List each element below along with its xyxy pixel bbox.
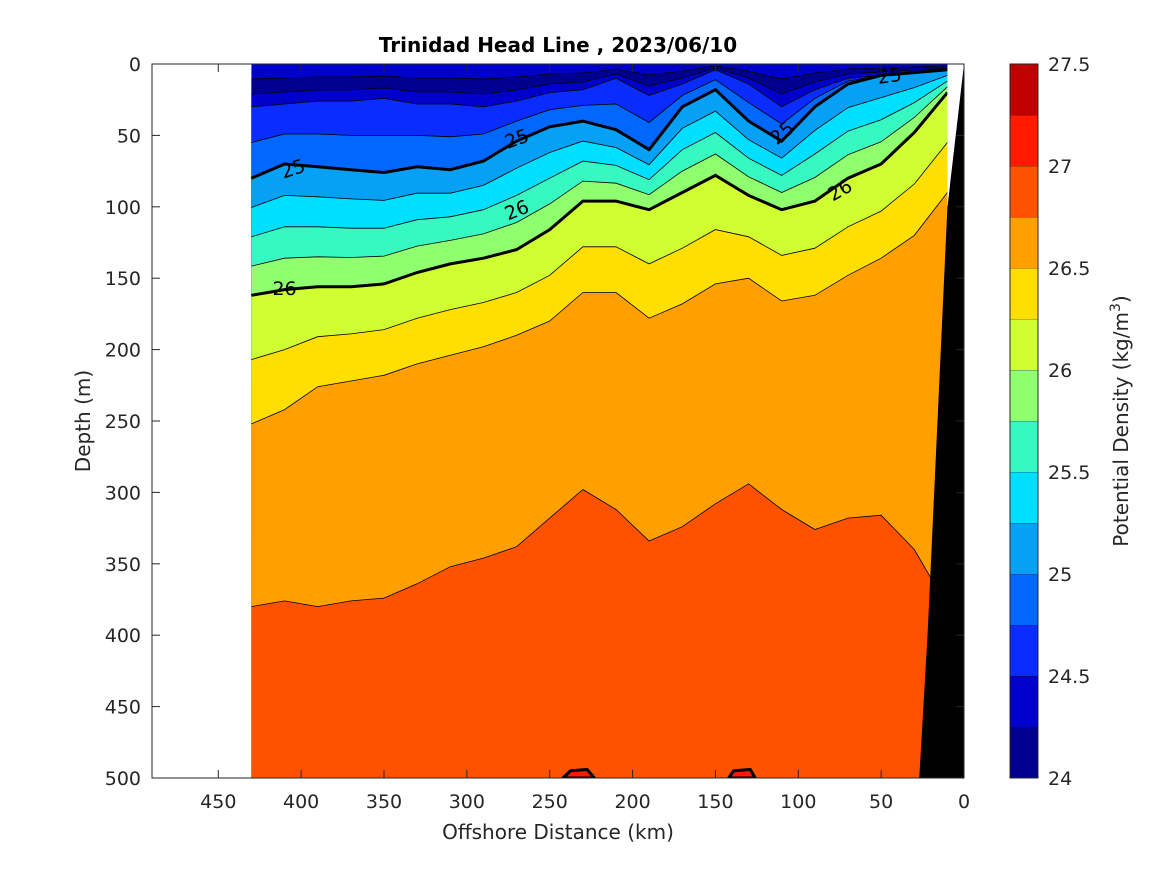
x-tick-label: 250 [532,791,568,813]
x-tick-label: 50 [869,791,893,813]
contour-line-8 [251,192,948,425]
x-tick-label: 0 [958,791,970,813]
colorbar-tick-label: 27.5 [1048,54,1090,76]
colorbar-swatch [1010,268,1038,319]
chart-title: Trinidad Head Line , 2023/06/10 [379,33,737,57]
y-tick-label: 400 [105,625,141,647]
y-tick-label: 150 [105,268,141,290]
colorbar-swatch [1010,625,1038,676]
dense-patch-1 [726,767,757,778]
density-band-12 [251,483,964,778]
contour-line-7 [251,142,948,360]
y-tick-label: 200 [105,340,141,362]
contour-line-9 [251,483,948,608]
x-tick-label: 300 [449,791,485,813]
y-tick-label: 300 [105,482,141,504]
colorbar-frame [1009,63,1039,779]
contour-26-line [251,91,949,297]
contour-line-6 [251,86,948,267]
x-tick-label: 200 [614,791,650,813]
seafloor-topography [919,64,964,778]
contour-label-1: 25 [876,64,903,89]
contour-line-5 [251,80,948,238]
colorbar-swatch [1010,727,1038,778]
seafloor [919,64,964,778]
x-tick-label: 350 [366,791,402,813]
colorbar-title: Potential Density (kg/m3) [1108,295,1133,546]
contour-line-2 [251,69,948,108]
surface-gap [947,64,964,207]
x-axis-title: Offshore Distance (km) [442,820,674,844]
colorbar-swatch [1010,676,1038,727]
y-tick-label: 50 [117,125,141,147]
colorbar-tick-label: 25 [1048,564,1072,586]
labeled-contour-lines [250,68,949,297]
contour-label-4: 26 [272,278,296,300]
colorbar-tick-label: 26.5 [1048,258,1090,280]
colorbar-swatch [1010,370,1038,421]
colorbar-swatch [1010,217,1038,268]
colorbar-swatch [1010,421,1038,472]
contour-lines [251,65,948,608]
colorbar-swatch [1010,115,1038,166]
y-tick-label: 350 [105,554,141,576]
colorbar-tick-label: 25.5 [1048,462,1090,484]
y-axis: 0 50 100 150 200 250 300 350 400 450 500 [105,54,964,790]
colorbar-swatch [1010,523,1038,574]
x-tick-label: 450 [200,791,236,813]
colorbar-tick-label: 27 [1048,156,1072,178]
colorbar-swatch [1010,472,1038,523]
dense-patch-0 [560,767,597,778]
contour-line-4 [251,75,948,208]
colorbar-tick-label: 24 [1048,768,1072,790]
colorbar-swatch [1010,64,1038,115]
x-axis: 450 400 350 300 250 200 150 100 50 0 [200,64,970,813]
x-tick-label: 400 [283,791,319,813]
contour-25-line [250,68,948,180]
y-tick-label: 100 [105,197,141,219]
contour-line-0 [251,65,948,80]
colorbar-swatch [1010,319,1038,370]
colorbar-swatch [1010,574,1038,625]
contour-line-3 [251,69,948,143]
x-tick-label: 150 [697,791,733,813]
y-tick-label: 250 [105,411,141,433]
colorbar-swatch [1010,166,1038,217]
y-axis-title: Depth (m) [71,370,95,472]
y-tick-label: 0 [129,54,141,76]
colorbar-tick-label: 26 [1048,360,1072,382]
colorbar: 27.5 27 26.5 26 25.5 25 24.5 24 [1009,54,1090,790]
contour-line-1 [251,67,948,95]
colorbar-tick-label: 24.5 [1048,666,1090,688]
x-tick-label: 100 [780,791,816,813]
y-tick-label: 500 [105,768,141,790]
y-tick-label: 450 [105,697,141,719]
